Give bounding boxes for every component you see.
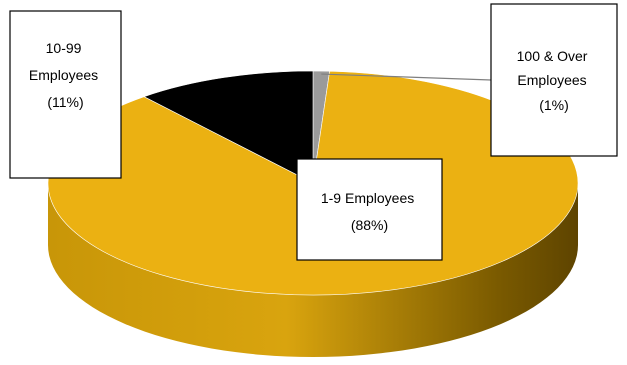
label-box-10-99: 10-99 Employees (11%) [9,10,122,179]
label-10-99-line1: 10-99 [46,40,82,56]
label-100-over-line1: 100 & Over [517,48,588,64]
pie-slice-10-99 [143,70,314,184]
svg-text:100 & Over Employees: 100 & Over Employees (1%) [517,48,592,113]
label-box-1-9: 1-9 Employees (88%) [296,158,443,261]
label-1-9-line2: (88%) [351,217,388,233]
svg-text:10-99 Employees (1: 10-99 Employees (11%) [29,40,102,110]
label-10-99-line3: (11%) [47,94,83,110]
svg-text:1-9 Employees (88%): 1-9 Employees (88%) [321,190,418,233]
leader-line-100-over [321,73,492,81]
label-100-over-line2: Employees [517,72,586,88]
pie-side-wall [48,183,578,357]
label-100-over-line3: (1%) [539,97,569,113]
label-box-100-over: 100 & Over Employees (1%) [490,3,618,157]
label-1-9-line1: 1-9 Employees [321,190,414,206]
label-10-99-line2: Employees [29,67,98,83]
